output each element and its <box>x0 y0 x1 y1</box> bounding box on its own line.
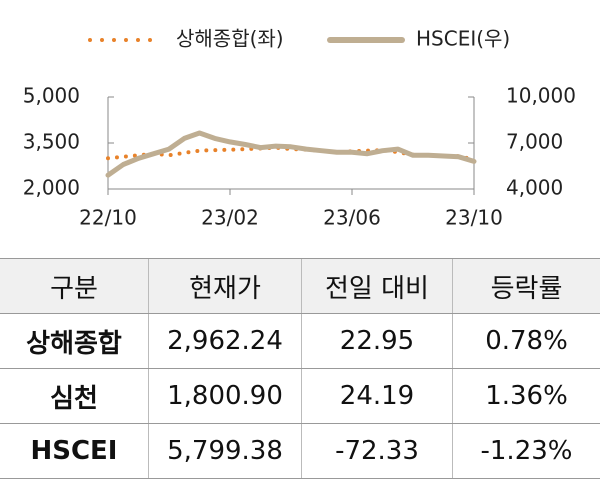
table-cell: 심천 <box>0 368 149 424</box>
legend-label: 상해종합(좌) <box>176 27 284 51</box>
header-cell: 현재가 <box>148 258 302 314</box>
x-tick-label: 23/10 <box>445 206 503 230</box>
y-tick-label: 2,000 <box>23 176 80 200</box>
header-cell: 전일 대비 <box>301 258 453 314</box>
x-tick-label: 22/10 <box>79 206 137 230</box>
table-cell: 상해종합 <box>0 313 149 369</box>
quote-table: 구분 현재가 전일 대비 등락률 상해종합 2,962.24 22.95 0.78% 심… <box>0 258 600 479</box>
table-cell: 0.78% <box>452 313 600 369</box>
chart: 2,000 3,500 5,000 4,000 7,000 10,000 22/10 23/0… <box>23 27 576 230</box>
series-line <box>105 130 477 178</box>
header-row: 구분 현재가 전일 대비 등락률 <box>0 258 600 314</box>
header-cell: 등락률 <box>452 258 600 314</box>
y2-tick-label: 7,000 <box>506 130 563 154</box>
y-tick-label: 5,000 <box>23 84 80 108</box>
x-tick-label: 23/02 <box>201 206 259 230</box>
table-cell: 5,799.38 <box>148 423 302 479</box>
y-tick-label: 3,500 <box>23 130 80 154</box>
table-cell: 1,800.90 <box>148 368 302 424</box>
legend-label: HSCEI(우) <box>416 27 510 51</box>
header-cell: 구분 <box>0 258 149 314</box>
y2-tick-label: 4,000 <box>506 176 563 200</box>
x-tick-label: 23/06 <box>323 206 381 230</box>
table-cell: 1.36% <box>452 368 600 424</box>
table-row: 상해종합 2,962.24 22.95 0.78% <box>0 313 600 369</box>
table-cell: HSCEI <box>0 423 149 479</box>
table-cell: -1.23% <box>452 423 600 479</box>
y2-tick-label: 10,000 <box>506 84 576 108</box>
table-cell: 24.19 <box>301 368 453 424</box>
table-row: 심천 1,800.90 24.19 1.36% <box>0 368 600 424</box>
table-cell: 22.95 <box>301 313 453 369</box>
table-row: HSCEI 5,799.38 -72.33 -1.23% <box>0 423 600 479</box>
table-cell: -72.33 <box>301 423 453 479</box>
table-cell: 2,962.24 <box>148 313 302 369</box>
